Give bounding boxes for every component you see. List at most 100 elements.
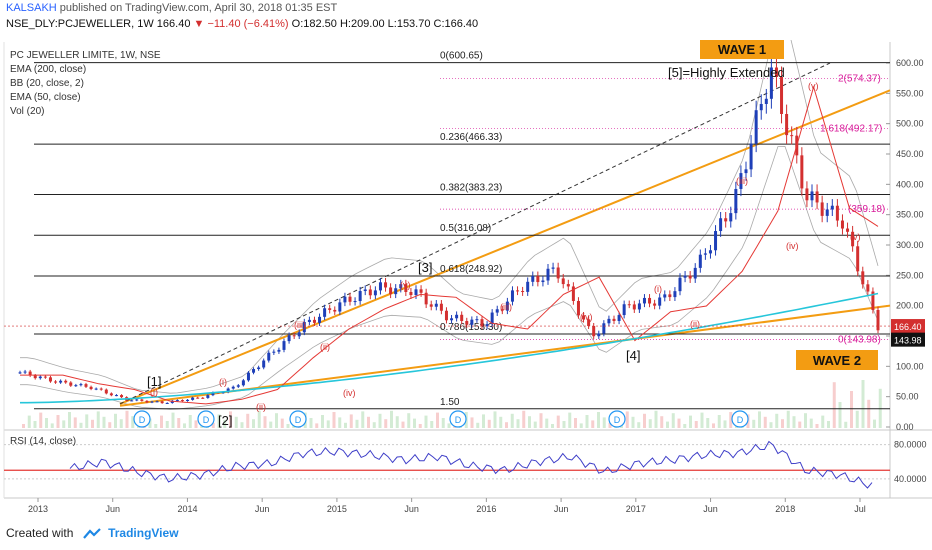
indicator-ema50[interactable]: EMA (50, close) xyxy=(10,92,81,103)
y-tick-label: 50.00 xyxy=(896,392,919,402)
candle-body xyxy=(510,290,514,302)
volume-bar xyxy=(384,419,388,428)
highly-extended-label: [5]=Highly Extended xyxy=(668,65,785,80)
price-tag-bg xyxy=(891,332,925,347)
volume-bar xyxy=(154,424,158,428)
candle-body xyxy=(109,393,113,396)
candle-body xyxy=(409,291,413,296)
fib-level-label: 0.382(383.23) xyxy=(440,183,502,194)
volume-bar xyxy=(372,422,376,428)
volume-bar xyxy=(533,421,537,428)
volume-bar xyxy=(102,416,106,428)
candle-body xyxy=(450,318,454,321)
publish-line: KALSAKH published on TradingView.com, Ap… xyxy=(6,2,337,14)
volume-bar xyxy=(505,422,508,428)
volume-bar xyxy=(476,422,480,428)
candle-body xyxy=(252,369,256,373)
indicator-ema200[interactable]: EMA (200, close) xyxy=(10,64,86,75)
indicator-vol[interactable]: Vol (20) xyxy=(10,106,44,117)
candle-body xyxy=(328,308,332,310)
volume-bar xyxy=(252,419,255,428)
candle-body xyxy=(480,319,484,327)
volume-bar xyxy=(706,418,710,428)
dividend-marker-label: D xyxy=(455,415,462,425)
y-tick-label: 0.00 xyxy=(896,422,914,432)
x-tick-label: 2016 xyxy=(476,504,496,514)
fib-level-label: 0.236(466.33) xyxy=(440,132,502,143)
published-text: published on TradingView.com, April 30, … xyxy=(56,2,338,14)
volume-bar xyxy=(838,402,842,428)
candle-body xyxy=(186,399,190,401)
candle-body xyxy=(617,315,621,321)
candle-body xyxy=(424,292,428,305)
candle-body xyxy=(825,209,829,216)
candle-body xyxy=(602,323,606,334)
candle-body xyxy=(414,289,418,296)
candle-body xyxy=(536,276,540,283)
wave-label: [1] xyxy=(147,374,161,389)
candle-body xyxy=(292,335,296,337)
author-link[interactable]: KALSAKH xyxy=(6,2,57,14)
candle-body xyxy=(74,385,78,387)
volume-bar xyxy=(125,410,129,428)
indicator-bb[interactable]: BB (20, close, 2) xyxy=(10,78,84,89)
volume-bar xyxy=(522,410,526,428)
price-chart[interactable]: 0(600.65) 0.236(466.33) 0.382(383.23) 0.5(3… xyxy=(0,40,932,524)
candle-body xyxy=(637,303,641,310)
candle-body xyxy=(576,300,580,316)
volume-bar xyxy=(165,421,169,428)
candle-body xyxy=(668,294,672,298)
candle-body xyxy=(79,384,83,386)
candle-body xyxy=(703,253,707,255)
candle-body xyxy=(312,319,316,323)
volume-bar xyxy=(321,415,324,428)
candle-body xyxy=(470,319,474,325)
candle-body xyxy=(546,268,550,281)
candle-body xyxy=(394,288,398,295)
volume-bar xyxy=(786,410,790,428)
volume-bar xyxy=(441,418,445,428)
volume-bar xyxy=(436,412,439,428)
candle-body xyxy=(94,388,98,390)
sub-wave-label: (i) xyxy=(654,284,662,294)
candle-body xyxy=(99,388,103,390)
volume-bar xyxy=(499,416,503,428)
volume-bar xyxy=(430,421,434,428)
candle-body xyxy=(257,367,261,370)
volume-bar xyxy=(217,414,221,428)
candle-body xyxy=(368,289,372,296)
volume-bar xyxy=(257,410,261,428)
price-change: ▼ −11.40 (−6.41%) xyxy=(193,18,289,30)
candle-body xyxy=(521,291,525,293)
volume-bar xyxy=(643,413,646,428)
candle-body xyxy=(820,202,824,216)
volume-bar xyxy=(671,413,675,428)
y-tick-label: 250.00 xyxy=(896,270,924,280)
candle-body xyxy=(663,294,667,298)
candle-body xyxy=(18,372,22,374)
volume-bar xyxy=(390,410,393,428)
volume-bar xyxy=(827,421,830,428)
volume-bar xyxy=(223,419,227,428)
x-tick-label: Jun xyxy=(554,504,569,514)
candle-body xyxy=(465,320,469,325)
candle-body xyxy=(170,400,174,403)
candle-body xyxy=(333,309,337,312)
volume-bar xyxy=(551,424,554,428)
candle-body xyxy=(33,375,37,379)
tradingview-brand[interactable]: TradingView xyxy=(108,526,179,540)
symbol-price: NSE_DLY:PCJEWELLER, 1W 166.40 xyxy=(6,18,191,30)
volume-bar xyxy=(482,414,485,428)
candle-body xyxy=(389,287,393,295)
candle-body xyxy=(23,371,27,373)
sub-wave-label: (ii) xyxy=(690,319,700,329)
candle-body xyxy=(84,384,88,387)
volume-bar xyxy=(775,413,779,428)
volume-bar xyxy=(395,416,399,428)
candle-body xyxy=(719,218,723,232)
candle-body xyxy=(104,389,108,394)
fib-level-label: 0(600.65) xyxy=(440,51,483,62)
volume-bar xyxy=(246,413,250,428)
volume-bar xyxy=(873,419,876,428)
rsi-label[interactable]: RSI (14, close) xyxy=(10,436,76,447)
